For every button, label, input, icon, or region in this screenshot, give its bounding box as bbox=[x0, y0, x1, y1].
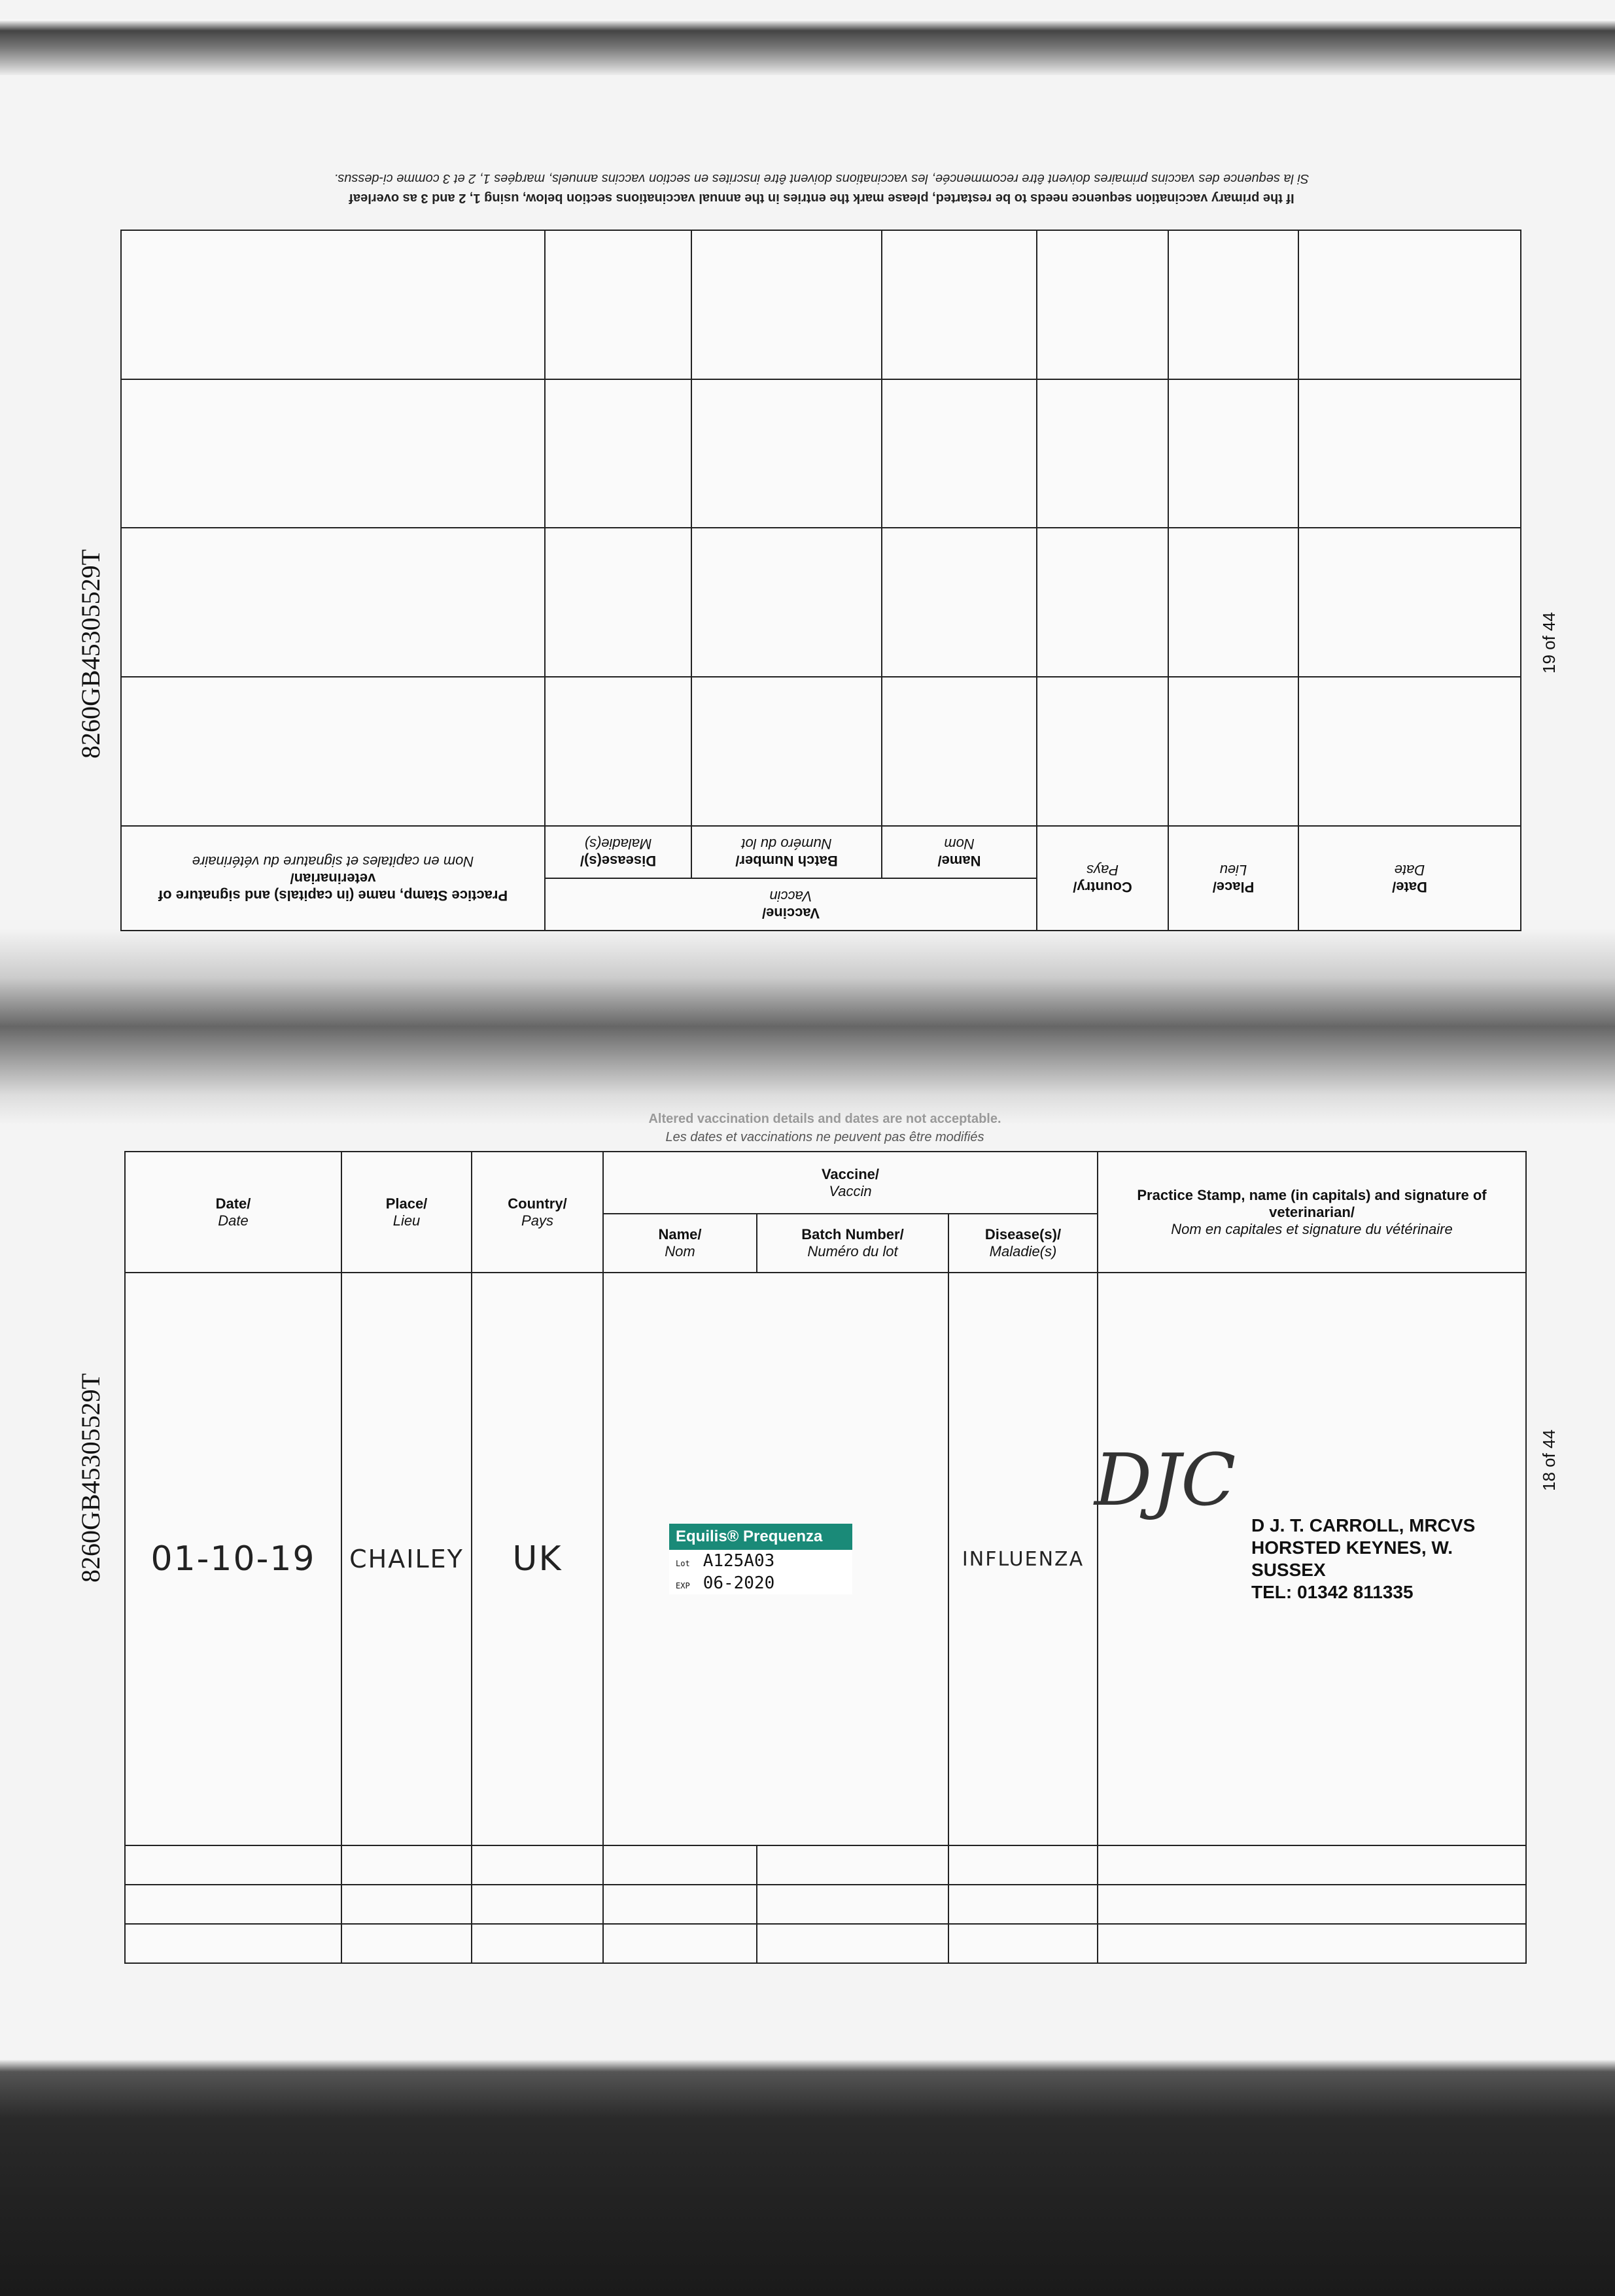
page-number-lower: 18 of 44 bbox=[1539, 1430, 1559, 1491]
header-place: Place/Lieu bbox=[341, 1151, 472, 1273]
table-row bbox=[120, 528, 1521, 677]
header-disease: Disease(s)/Maladie(s) bbox=[544, 826, 691, 878]
header-country: Country/Pays bbox=[1037, 826, 1168, 931]
header-country: Country/Pays bbox=[471, 1151, 604, 1273]
header-place: Place/Lieu bbox=[1168, 826, 1298, 931]
entry-country: UK bbox=[471, 1272, 604, 1846]
expiry-date: 06-2020 bbox=[703, 1573, 775, 1593]
header-disease: Disease(s)/Maladie(s) bbox=[947, 1213, 1099, 1273]
stamp-line: D J. T. CARROLL, MRCVS bbox=[1251, 1515, 1476, 1535]
table-row bbox=[120, 230, 1521, 379]
header-batch: Batch Number/Numéro du lot bbox=[756, 1213, 949, 1273]
table-row: 01-10-19 CHAILEY UK Equilis® Prequenza L… bbox=[124, 1272, 1527, 1846]
vaccine-sticker: Equilis® Prequenza Lot A125A03 EXP 06-2020 bbox=[669, 1524, 852, 1594]
vaccination-table-upper: Date/Date Place/Lieu Country/Pays Vaccin… bbox=[120, 230, 1521, 931]
restart-note-en: If the primary vaccination sequence need… bbox=[349, 191, 1294, 205]
vet-stamp: DJC D J. T. CARROLL, MRCVS HORSTED KEYNE… bbox=[1094, 1272, 1527, 1846]
passport-number-lower: 8260GB45305529T bbox=[76, 1373, 105, 1583]
header-name: Name/Nom bbox=[602, 1213, 757, 1273]
vaccine-name: Equilis® Prequenza bbox=[669, 1524, 852, 1550]
table-row bbox=[120, 379, 1521, 528]
entry-disease: INFLUENZA bbox=[947, 1272, 1099, 1846]
entry-vaccine-label-cell: Equilis® Prequenza Lot A125A03 EXP 06-2020 bbox=[602, 1272, 949, 1846]
stamp-line: HORSTED KEYNES, W. SUSSEX bbox=[1251, 1537, 1453, 1580]
vet-signature: DJC bbox=[1094, 1438, 1236, 1522]
page-number-upper: 19 of 44 bbox=[1539, 612, 1559, 674]
header-batch: Batch Number/Numéro du lot bbox=[691, 826, 882, 878]
altered-note-en: Altered vaccination details and dates ar… bbox=[648, 1112, 1001, 1126]
entry-place: CHAILEY bbox=[341, 1272, 472, 1846]
altered-note-fr: Les dates et vaccinations ne peuvent pas… bbox=[665, 1130, 984, 1144]
passport-number-upper: 8260GB45305529T bbox=[76, 549, 105, 759]
book-fold-shadow bbox=[0, 929, 1615, 1125]
header-vaccine: Vaccine/Vaccin bbox=[602, 1151, 1099, 1214]
upper-page: If the primary vaccination sequence need… bbox=[120, 146, 1521, 931]
restart-note-fr: Si la sequence des vaccins primaires doi… bbox=[334, 171, 1310, 186]
page-edge-shadow bbox=[0, 20, 1615, 75]
header-stamp: Practice Stamp, name (in capitals) and s… bbox=[1097, 1151, 1527, 1273]
table-row bbox=[124, 1923, 1527, 1964]
stamp-line: TEL: 01342 811335 bbox=[1251, 1582, 1414, 1602]
header-stamp: Practice Stamp, name (in capitals) and s… bbox=[120, 826, 545, 931]
header-vaccine: Vaccine/Vaccin bbox=[544, 878, 1037, 931]
entry-date: 01-10-19 bbox=[124, 1272, 342, 1846]
batch-number: A125A03 bbox=[703, 1551, 775, 1571]
lot-label: Lot bbox=[676, 1559, 690, 1568]
header-name: Name/Nom bbox=[882, 826, 1037, 878]
header-date: Date/Date bbox=[124, 1151, 342, 1273]
table-row bbox=[120, 677, 1521, 826]
vaccination-table-lower: Date/Date Place/Lieu Country/Pays Vaccin… bbox=[124, 1151, 1527, 1964]
page-bottom-shadow bbox=[0, 2060, 1615, 2296]
exp-label: EXP bbox=[676, 1581, 690, 1590]
table-row bbox=[124, 1845, 1527, 1885]
header-date: Date/Date bbox=[1298, 826, 1521, 931]
table-row bbox=[124, 1884, 1527, 1925]
